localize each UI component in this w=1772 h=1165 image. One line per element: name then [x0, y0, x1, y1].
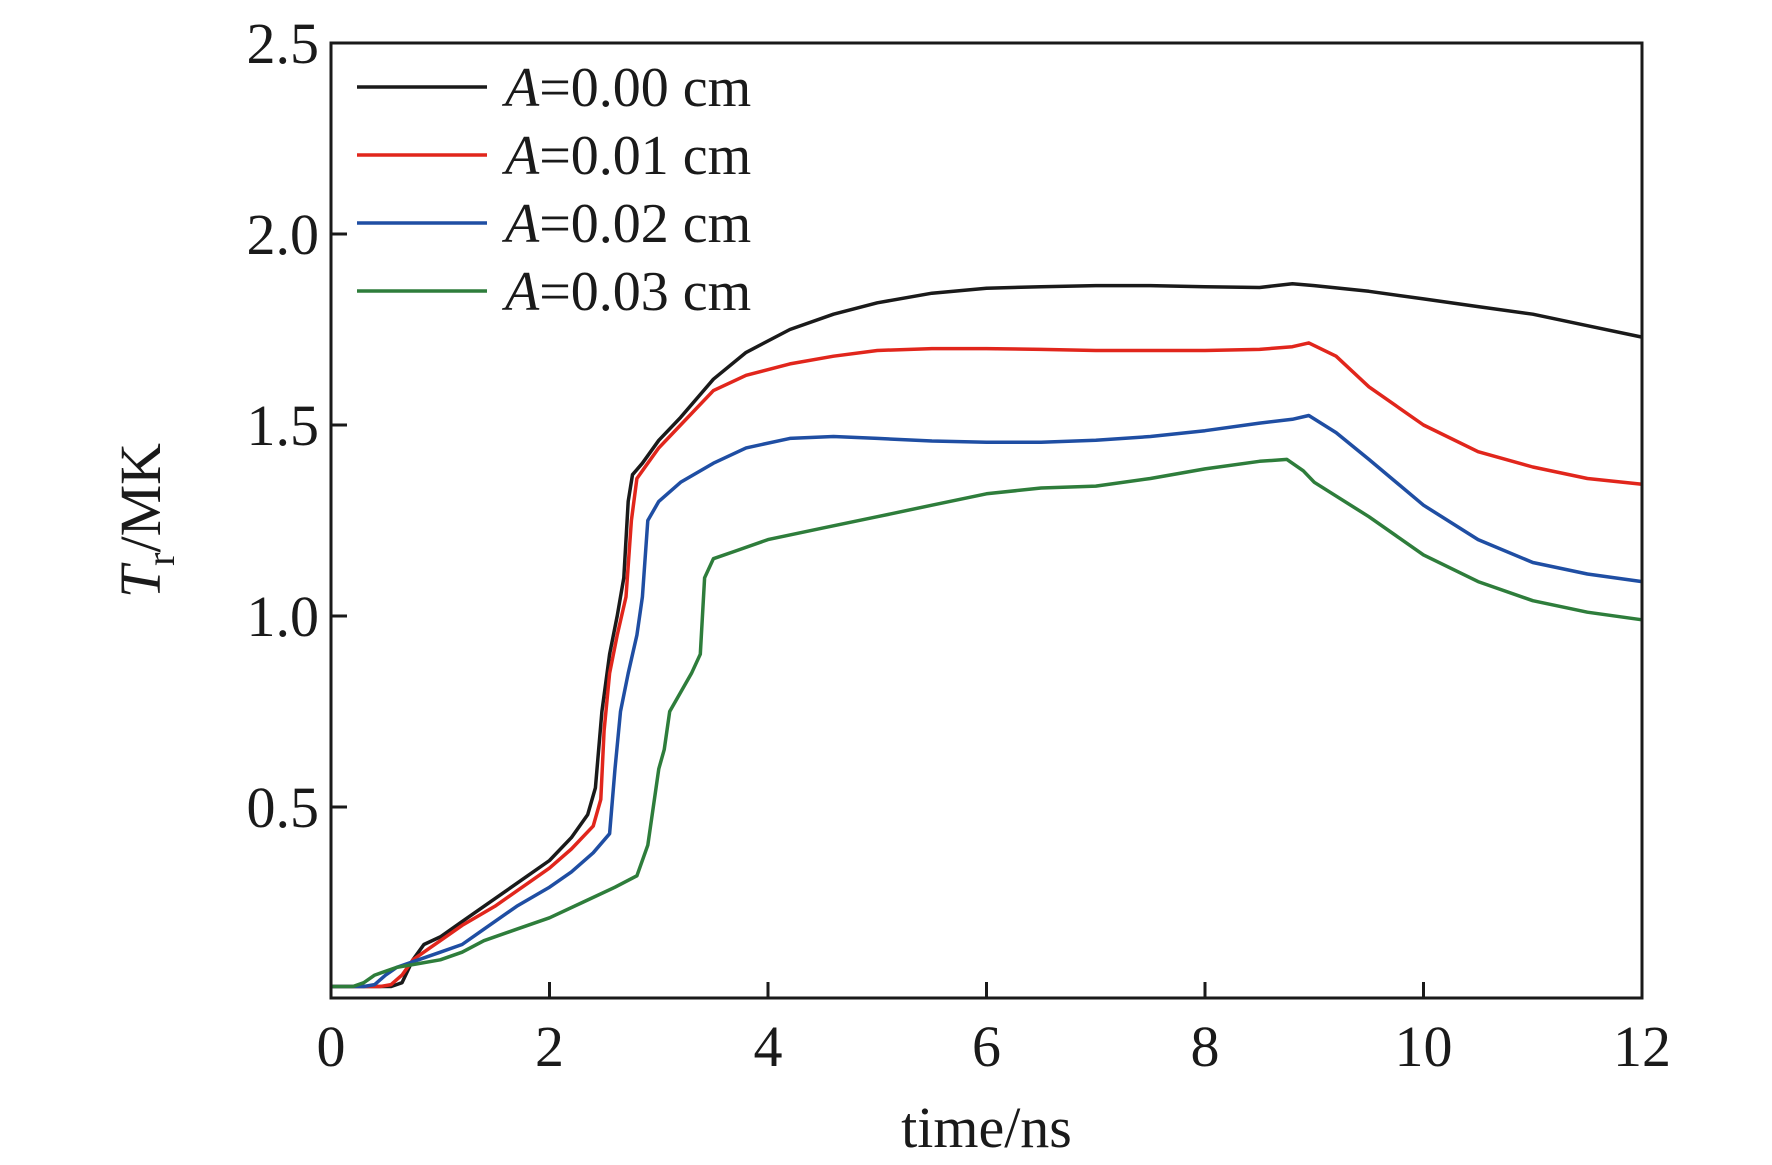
y-axis-title-subscript: r: [138, 552, 183, 565]
x-tick-label: 6: [972, 1014, 1001, 1079]
x-tick-label: 10: [1395, 1014, 1453, 1079]
y-tick-label: 2.0: [247, 202, 320, 267]
series-lines: [331, 281, 1643, 989]
y-axis-title: Tr/MK: [108, 443, 183, 598]
series-line-3: [331, 413, 1643, 989]
legend-label-4: A=0.03 cm: [501, 261, 751, 323]
legend-label-symbol: A: [501, 125, 540, 187]
y-tick-label: 0.5: [247, 775, 320, 840]
legend-label-value: =0.01 cm: [539, 125, 751, 187]
series-line-1: [331, 281, 1643, 989]
x-axis-title: time/ns: [901, 1095, 1072, 1160]
y-tick-label: 1.5: [247, 393, 320, 458]
y-tick-label: 1.0: [247, 584, 320, 649]
legend-label-3: A=0.02 cm: [501, 193, 751, 255]
x-tick-label: 8: [1191, 1014, 1220, 1079]
legend: A=0.00 cmA=0.01 cmA=0.02 cmA=0.03 cm: [357, 57, 751, 323]
series-line-2: [331, 341, 1643, 989]
y-tick-label: 2.5: [247, 11, 320, 76]
legend-label-symbol: A: [501, 193, 540, 255]
x-tick-label: 12: [1613, 1014, 1671, 1079]
legend-label-symbol: A: [501, 57, 540, 119]
y-axis-title-symbol: T: [108, 562, 173, 598]
y-axis-ticks: 0.5 1.0 1.5 2.0 2.5: [247, 11, 347, 840]
x-tick-label: 2: [535, 1014, 564, 1079]
legend-label-symbol: A: [501, 261, 540, 323]
legend-label-value: =0.02 cm: [539, 193, 751, 255]
legend-label-2: A=0.01 cm: [501, 125, 751, 187]
x-tick-label: 0: [317, 1014, 346, 1079]
legend-label-value: =0.00 cm: [539, 57, 751, 119]
x-tick-label: 4: [754, 1014, 783, 1079]
series-line-4: [331, 457, 1643, 989]
plot-frame: [329, 41, 1644, 1000]
y-axis-title-unit: /MK: [108, 443, 173, 553]
legend-label-1: A=0.00 cm: [501, 57, 751, 119]
legend-label-value: =0.03 cm: [539, 261, 751, 323]
x-axis-ticks: 0 2 4 6 8 10 12: [317, 982, 1671, 1079]
